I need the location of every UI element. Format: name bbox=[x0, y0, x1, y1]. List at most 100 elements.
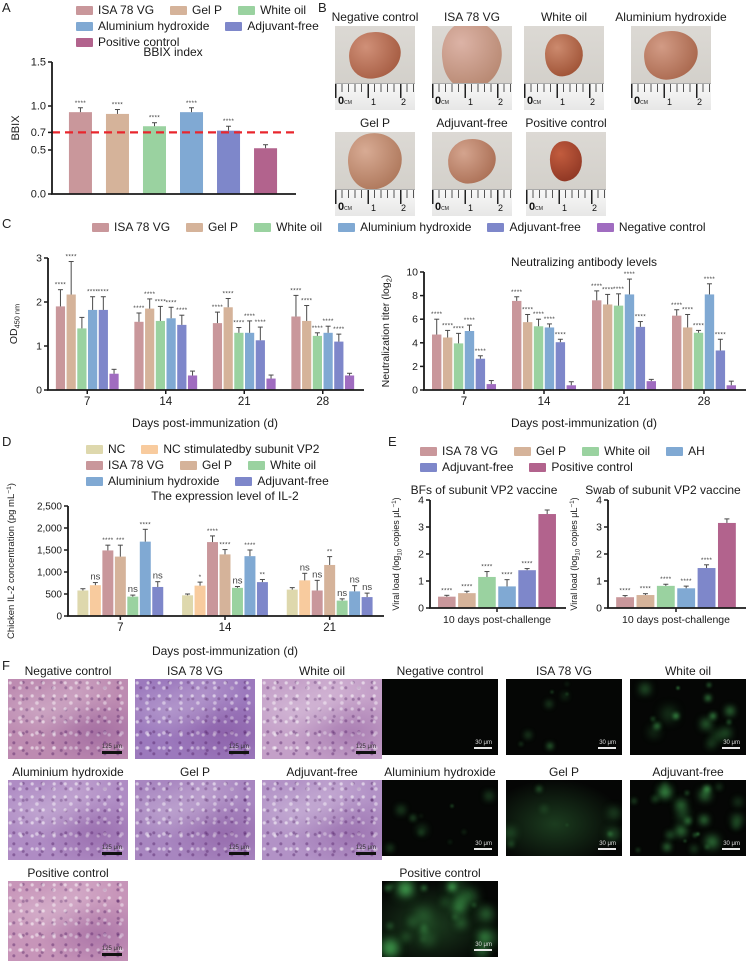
ruler-one: 1 bbox=[468, 203, 474, 213]
histology-image: 125 μm bbox=[262, 780, 382, 860]
fluorescence-image: 30 μm bbox=[382, 780, 498, 856]
svg-text:****: **** bbox=[475, 348, 486, 355]
scale-bar bbox=[229, 751, 249, 754]
legend-swatch-icon bbox=[180, 460, 198, 470]
legend-swatch-icon bbox=[186, 222, 204, 232]
svg-text:10: 10 bbox=[406, 267, 418, 279]
legend-label: ISA 78 VG bbox=[114, 220, 171, 234]
legend-row: Aluminium hydroxide Adjuvant-free bbox=[76, 19, 319, 33]
neutralizing-antibody-chart: ****************************************… bbox=[380, 255, 746, 430]
scale-bar-label: 125 μm bbox=[228, 744, 249, 750]
svg-text:ns: ns bbox=[153, 571, 163, 582]
panel-e-label: E bbox=[388, 434, 397, 449]
scale-bar-label: 125 μm bbox=[101, 946, 122, 952]
svg-text:****: **** bbox=[87, 289, 98, 296]
micrograph-tile: White oil 125 μm bbox=[262, 664, 382, 759]
ruler-one: 1 bbox=[560, 97, 566, 107]
svg-text:****: **** bbox=[322, 318, 333, 325]
legend-item: Positive control bbox=[529, 460, 633, 474]
bursa-photo: 0CM 1 2 bbox=[432, 132, 512, 216]
ruler-numbers: 0CM 1 2 bbox=[432, 201, 512, 215]
ruler: 0CM 1 2 bbox=[432, 189, 512, 216]
ruler-zero: 0CM bbox=[435, 201, 449, 213]
micrograph-label: Negative control bbox=[24, 664, 112, 678]
photo-label: Positive control bbox=[525, 116, 607, 130]
micrograph-tile: Negative control 30 μm bbox=[382, 664, 498, 755]
svg-text:****: **** bbox=[66, 254, 77, 261]
legend-label: Gel P bbox=[192, 3, 223, 17]
svg-text:Neutralization titer (log2): Neutralization titer (log2) bbox=[380, 275, 394, 388]
svg-text:****: **** bbox=[312, 325, 323, 332]
svg-text:Chicken IL-2 concentration (pg: Chicken IL-2 concentration (pg mL−1) bbox=[6, 483, 17, 639]
legend-item: White oil bbox=[254, 220, 322, 234]
svg-text:0: 0 bbox=[56, 612, 62, 623]
svg-text:7: 7 bbox=[84, 396, 90, 408]
ruler-one: 1 bbox=[667, 97, 673, 107]
legend-item: Gel P bbox=[170, 3, 222, 17]
viral-load-swab-chart: **** **** **** **** **** 0 1 2 3 4 10 days post-ch… bbox=[569, 483, 746, 626]
legend-swatch-icon bbox=[420, 462, 437, 472]
panel-b-label: B bbox=[318, 0, 327, 15]
legend-swatch-icon bbox=[235, 476, 253, 486]
ruler-ticks bbox=[432, 190, 512, 204]
ruler-two: 2 bbox=[498, 203, 504, 213]
fluorescence-image: 30 μm bbox=[630, 780, 746, 856]
legend-label: Adjuvant-free bbox=[509, 220, 581, 234]
svg-text:****: **** bbox=[223, 118, 234, 125]
svg-text:****: **** bbox=[544, 316, 555, 323]
svg-text:****: **** bbox=[186, 100, 197, 107]
svg-text:8: 8 bbox=[412, 290, 418, 302]
svg-text:****: **** bbox=[140, 521, 151, 528]
svg-text:BBIX: BBIX bbox=[10, 115, 22, 141]
legend-swatch-icon bbox=[225, 21, 243, 31]
legend-item: Aluminium hydroxide bbox=[86, 474, 219, 488]
tissue-blob bbox=[346, 28, 404, 81]
svg-text:****: **** bbox=[591, 283, 602, 290]
svg-text:****: **** bbox=[431, 311, 442, 318]
ruler: 0CM 1 2 bbox=[526, 189, 606, 216]
svg-text:3: 3 bbox=[418, 522, 424, 534]
micrograph-tile: Aluminium hydroxide 30 μm bbox=[382, 765, 498, 856]
svg-text:****: **** bbox=[244, 313, 255, 320]
photo-row: Gel P 0CM 1 2 Adjuvant-free 0CM 1 2 Positive con… bbox=[326, 116, 734, 216]
svg-text:1: 1 bbox=[36, 341, 42, 353]
scale-bar bbox=[356, 751, 376, 754]
svg-text:3: 3 bbox=[596, 522, 602, 534]
tissue-blob bbox=[344, 132, 406, 193]
legend-swatch-icon bbox=[596, 222, 614, 232]
scale-bar-label: 30 μm bbox=[475, 942, 492, 948]
legend-item: NC stimulatedby subunit VP2 bbox=[141, 442, 319, 456]
svg-text:****: **** bbox=[133, 305, 144, 312]
legend-label: ISA 78 VG bbox=[442, 444, 499, 458]
histology-image: 125 μm bbox=[8, 780, 128, 860]
svg-text:****: **** bbox=[640, 586, 651, 593]
scale-bar-label: 125 μm bbox=[355, 744, 376, 750]
legend-label: White oil bbox=[270, 458, 317, 472]
ruler-two: 2 bbox=[401, 97, 407, 107]
ruler-numbers: 0CM 1 2 bbox=[631, 95, 711, 109]
ruler-two: 2 bbox=[697, 97, 703, 107]
scale-bar-label: 30 μm bbox=[599, 740, 616, 746]
ruler: 0CM 1 2 bbox=[631, 83, 711, 110]
svg-text:21: 21 bbox=[323, 622, 336, 634]
svg-text:The expression level of IL-2: The expression level of IL-2 bbox=[151, 489, 299, 503]
svg-text:****: **** bbox=[290, 287, 301, 294]
legend-swatch-icon bbox=[76, 5, 93, 15]
svg-text:2: 2 bbox=[596, 549, 602, 561]
scale-bar bbox=[722, 848, 740, 850]
svg-text:****: **** bbox=[223, 290, 234, 297]
svg-text:0: 0 bbox=[418, 603, 424, 615]
ruler-ticks bbox=[631, 84, 711, 98]
legend-swatch-icon bbox=[92, 222, 109, 232]
micrograph-tile: Adjuvant-free 30 μm bbox=[630, 765, 746, 856]
legend-swatch-icon bbox=[666, 446, 684, 456]
fluorescence-grid: Negative control 30 μm ISA 78 VG 30 μm White… bbox=[382, 664, 746, 957]
scale-bar bbox=[356, 852, 376, 855]
legend-row: ISA 78 VG Gel P White oil bbox=[76, 3, 319, 17]
svg-text:2: 2 bbox=[418, 549, 424, 561]
scale-bar bbox=[102, 852, 122, 855]
micrograph-tile: Gel P 125 μm bbox=[135, 765, 255, 860]
legend-label: Positive control bbox=[98, 35, 180, 49]
legend-label: White oil bbox=[260, 3, 307, 17]
legend-item: ISA 78 VG bbox=[420, 444, 498, 458]
